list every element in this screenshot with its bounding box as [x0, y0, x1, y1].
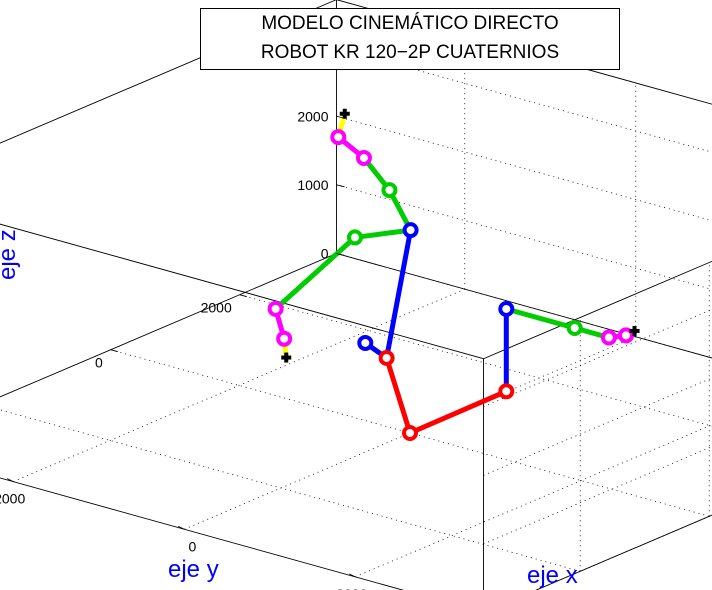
joint-marker	[330, 129, 347, 146]
z-tick-mark	[336, 184, 345, 188]
axis-box-edge	[336, 253, 712, 359]
chart-title-box: MODELO CINEMÁTICO DIRECTO ROBOT KR 120−2…	[200, 8, 620, 70]
joint-marker	[267, 300, 284, 317]
z-tick-mark	[336, 115, 345, 119]
base-joint-marker	[402, 425, 418, 441]
x-tick-mark	[7, 478, 14, 483]
y-axis-label: eje y	[168, 556, 219, 583]
marker-layer	[267, 108, 640, 441]
grid-line	[336, 184, 712, 290]
x-tick-label: 0	[188, 538, 196, 554]
robot-link-segment	[407, 388, 509, 436]
grid-line	[336, 47, 712, 153]
y-tick-mark	[110, 349, 118, 353]
x-tick-label: 2000	[336, 586, 367, 590]
joint-marker	[276, 330, 293, 347]
joint-marker	[402, 222, 419, 239]
joint-marker	[600, 329, 617, 346]
z-tick-label: 0	[321, 245, 329, 261]
grid-line	[535, 514, 712, 590]
chart-title-line-2: ROBOT KR 120−2P CUATERNIOS	[260, 42, 560, 63]
z-tick-mark	[336, 253, 345, 256]
x-axis-label: eje x	[527, 562, 578, 589]
x-tick-mark	[178, 525, 185, 530]
axis-box-edge	[483, 260, 712, 360]
z-tick-label: 2000	[297, 108, 328, 124]
robot-link-segment	[352, 227, 414, 240]
x-tick-mark	[349, 573, 356, 578]
axis-box-edge	[0, 223, 484, 360]
grid-layer	[0, 35, 712, 590]
segment-layer	[273, 111, 638, 436]
joint-marker	[498, 383, 515, 400]
joint-marker	[378, 349, 395, 366]
robot-link-segment	[503, 306, 578, 331]
axis-box-edge	[535, 514, 712, 590]
grid-line	[13, 288, 465, 483]
z-tick-label: 1000	[297, 177, 328, 193]
robot-link-segment	[273, 234, 358, 312]
grid-line	[355, 424, 712, 578]
chart-title-line-1: MODELO CINEMÁTICO DIRECTO	[261, 13, 559, 34]
joint-marker	[566, 320, 583, 337]
grid-line	[336, 115, 712, 222]
joint-marker	[355, 149, 372, 166]
z-axis-label: eje z	[0, 229, 21, 280]
grid-line	[0, 409, 581, 572]
joint-marker	[381, 182, 398, 199]
joint-marker	[357, 334, 374, 351]
axis-box-edge	[0, 477, 405, 590]
grid-line	[483, 446, 712, 545]
x-tick-label: −2000	[0, 491, 25, 507]
joint-marker	[498, 300, 515, 317]
y-tick-label: 0	[95, 355, 103, 371]
y-tick-mark	[239, 294, 247, 298]
y-tick-label: 2000	[201, 300, 232, 316]
robot-link-segment	[384, 355, 413, 436]
joint-marker	[618, 327, 634, 344]
grid-line	[239, 294, 712, 427]
grid-line	[483, 308, 712, 408]
grid-line	[483, 377, 712, 476]
joint-marker	[346, 229, 363, 246]
robot-link-segment	[384, 227, 414, 361]
